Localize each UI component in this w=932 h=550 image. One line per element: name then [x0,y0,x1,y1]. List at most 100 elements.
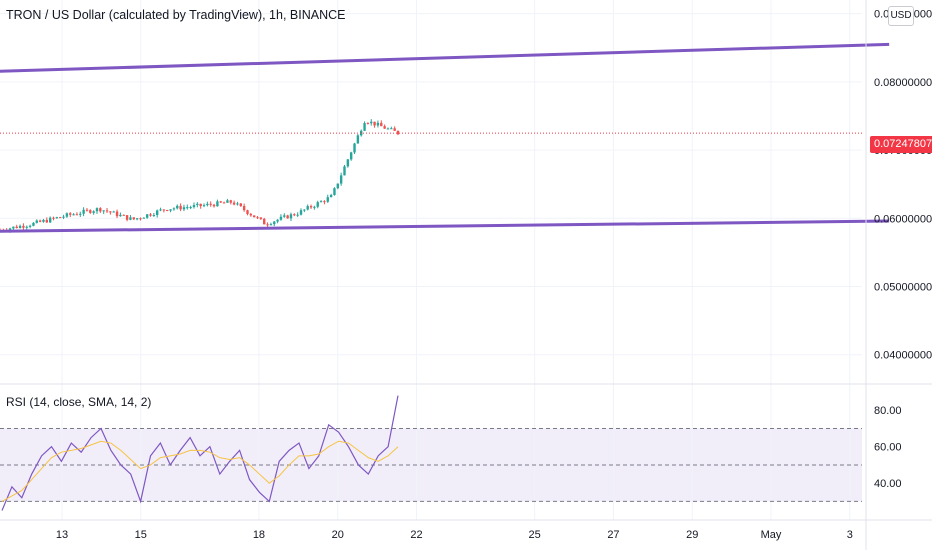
candle-body [219,201,222,203]
candle-body [246,210,249,214]
candle-body [162,209,166,211]
rsi-tick-label: 60.00 [874,442,902,454]
x-tick-label: 22 [410,529,422,541]
candle-body [75,214,79,216]
candle-body [299,210,303,215]
candle-body [333,188,336,195]
rsi-sma-line [1,440,399,502]
candle-body [242,206,246,211]
candle-body [343,166,346,176]
rsi-indicator-label: RSI (14, close, SMA, 14, 2) [6,395,152,409]
y-tick-label: 0.04000000 [874,350,932,362]
last-price-label: 0.07247807 [870,136,932,153]
currency-button[interactable]: USD [888,6,914,26]
candle-body [316,202,319,207]
candle-body [152,215,156,217]
candle-body [8,228,12,231]
candle-body [249,213,253,216]
candle-body [386,128,390,130]
x-tick-label: May [761,529,782,541]
y-tick-label: 0.05000000 [874,282,932,294]
candle-body [28,225,32,227]
candle-body [85,209,89,211]
candle-body [366,123,370,125]
candle-body [25,226,28,228]
x-tick-label: 20 [332,529,344,541]
candle-body [349,152,353,160]
candle-body [102,210,105,212]
candle-body [380,122,383,127]
candles [0,119,400,233]
candle-body [122,214,125,216]
candle-body [319,201,323,203]
candle-body [273,221,276,225]
candle-body [303,209,306,211]
candle-body [263,218,266,225]
candle-body [252,215,256,218]
y-tick-label: 0.06000000 [874,213,932,225]
candle-body [69,213,72,215]
candle-body [339,175,343,184]
candle-body [72,214,75,216]
candle-body [59,217,62,219]
candle-body [226,200,229,203]
y-tick-label: 0.08000000 [874,77,932,89]
candle-body [202,205,206,207]
candle-body [132,217,135,220]
x-tick-label: 3 [847,529,853,541]
rsi-tick-label: 80.00 [874,405,902,417]
x-tick-label: 29 [686,529,698,541]
candle-body [376,122,380,126]
candle-body [259,217,263,219]
candle-body [12,226,15,229]
candle-body [390,128,393,130]
candle-body [256,217,259,219]
candle-body [279,216,283,220]
candle-body [82,209,85,214]
trendline [0,219,890,233]
candle-body [119,214,122,217]
candle-body [159,209,162,211]
candle-body [79,213,82,215]
candle-body [15,226,18,229]
candle-body [309,206,313,208]
candle-body [383,126,386,129]
candle-body [232,202,236,205]
candle-body [266,224,269,226]
candle-body [182,207,186,210]
candle-body [139,218,142,220]
candle-body [48,217,52,223]
candle-body [229,200,232,203]
candle-body [145,214,149,218]
candle-body [346,159,350,167]
candle-body [89,210,92,213]
x-tick-label: 25 [529,529,541,541]
candle-body [189,207,192,209]
candle-body [360,130,363,136]
candle-body [109,211,112,213]
candle-body [45,219,49,223]
candle-body [169,209,172,211]
candle-body [22,225,25,228]
candle-body [18,225,22,229]
candle-body [186,207,189,209]
candle-body [356,135,360,144]
candle-body [142,217,146,219]
candle-body [38,220,42,222]
candle-body [42,219,45,222]
candle-body [32,222,35,226]
x-tick-label: 27 [607,529,619,541]
rsi-lines [1,395,399,511]
candle-body [353,143,356,153]
candle-body [99,208,102,212]
rsi-tick-label: 40.00 [874,478,902,490]
candle-body [92,211,95,213]
candle-body [206,203,209,206]
candle-body [125,215,129,220]
trendline [0,42,890,73]
candle-body [155,210,159,216]
candle-body [276,219,279,222]
trendlines [0,42,890,233]
